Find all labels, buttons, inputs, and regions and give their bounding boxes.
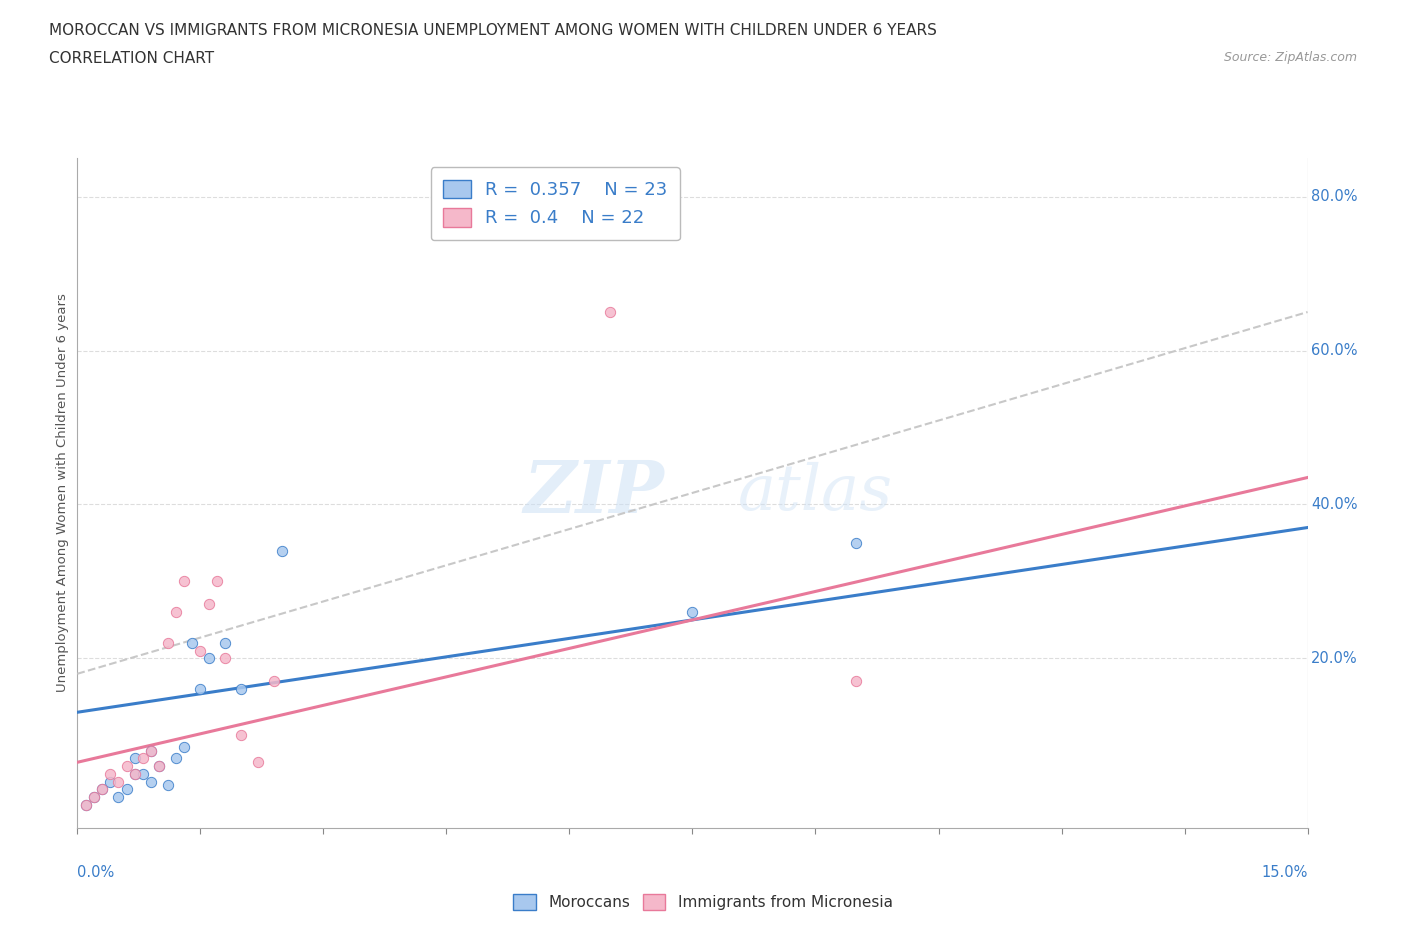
Point (132, 751, 155, 766)
Point (188, 644, 212, 658)
Point (214, 635, 236, 650)
Point (188, 682, 212, 697)
Text: atlas: atlas (738, 462, 893, 524)
Legend: Moroccans, Immigrants from Micronesia: Moroccans, Immigrants from Micronesia (506, 886, 900, 918)
Point (98, 766, 121, 781)
Point (263, 674, 285, 689)
Legend: R =  0.357    N = 23, R =  0.4    N = 22: R = 0.357 N = 23, R = 0.4 N = 22 (430, 167, 681, 240)
Y-axis label: Unemployment Among Women with Children Under 6 years: Unemployment Among Women with Children U… (56, 294, 69, 692)
Text: 80.0%: 80.0% (1312, 189, 1358, 204)
Point (141, 743, 163, 758)
Text: 0.0%: 0.0% (77, 865, 114, 880)
Point (107, 774, 129, 789)
Point (231, 728, 253, 743)
Point (90, 782, 114, 797)
Point (148, 759, 170, 774)
Point (271, 543, 294, 558)
Point (197, 597, 219, 612)
Point (124, 766, 146, 781)
Text: Source: ZipAtlas.com: Source: ZipAtlas.com (1223, 51, 1357, 64)
Point (156, 777, 179, 792)
Point (115, 759, 138, 774)
Text: 20.0%: 20.0% (1312, 651, 1358, 666)
Point (682, 604, 704, 619)
Point (205, 574, 228, 589)
Point (165, 751, 187, 766)
Text: 60.0%: 60.0% (1312, 343, 1358, 358)
Point (83, 790, 105, 804)
Point (83, 790, 105, 804)
Point (141, 743, 163, 758)
Point (599, 305, 621, 320)
Point (156, 635, 179, 650)
Point (246, 755, 269, 770)
Point (197, 651, 219, 666)
Point (231, 682, 253, 697)
Point (75, 797, 97, 812)
Point (173, 574, 195, 589)
Point (141, 774, 163, 789)
Point (181, 635, 204, 650)
Text: ZIP: ZIP (523, 458, 665, 528)
Point (75, 797, 97, 812)
Point (132, 766, 155, 781)
Point (124, 751, 146, 766)
Point (214, 651, 236, 666)
Point (148, 759, 170, 774)
Point (845, 536, 868, 551)
Point (124, 766, 146, 781)
Text: 15.0%: 15.0% (1261, 865, 1308, 880)
Text: MOROCCAN VS IMMIGRANTS FROM MICRONESIA UNEMPLOYMENT AMONG WOMEN WITH CHILDREN UN: MOROCCAN VS IMMIGRANTS FROM MICRONESIA U… (49, 23, 936, 38)
Point (845, 674, 868, 689)
Point (98, 774, 121, 789)
Point (165, 604, 187, 619)
Point (90, 782, 114, 797)
Point (107, 790, 129, 804)
Point (115, 782, 138, 797)
Text: CORRELATION CHART: CORRELATION CHART (49, 51, 214, 66)
Text: 40.0%: 40.0% (1312, 497, 1358, 512)
Point (173, 739, 195, 754)
